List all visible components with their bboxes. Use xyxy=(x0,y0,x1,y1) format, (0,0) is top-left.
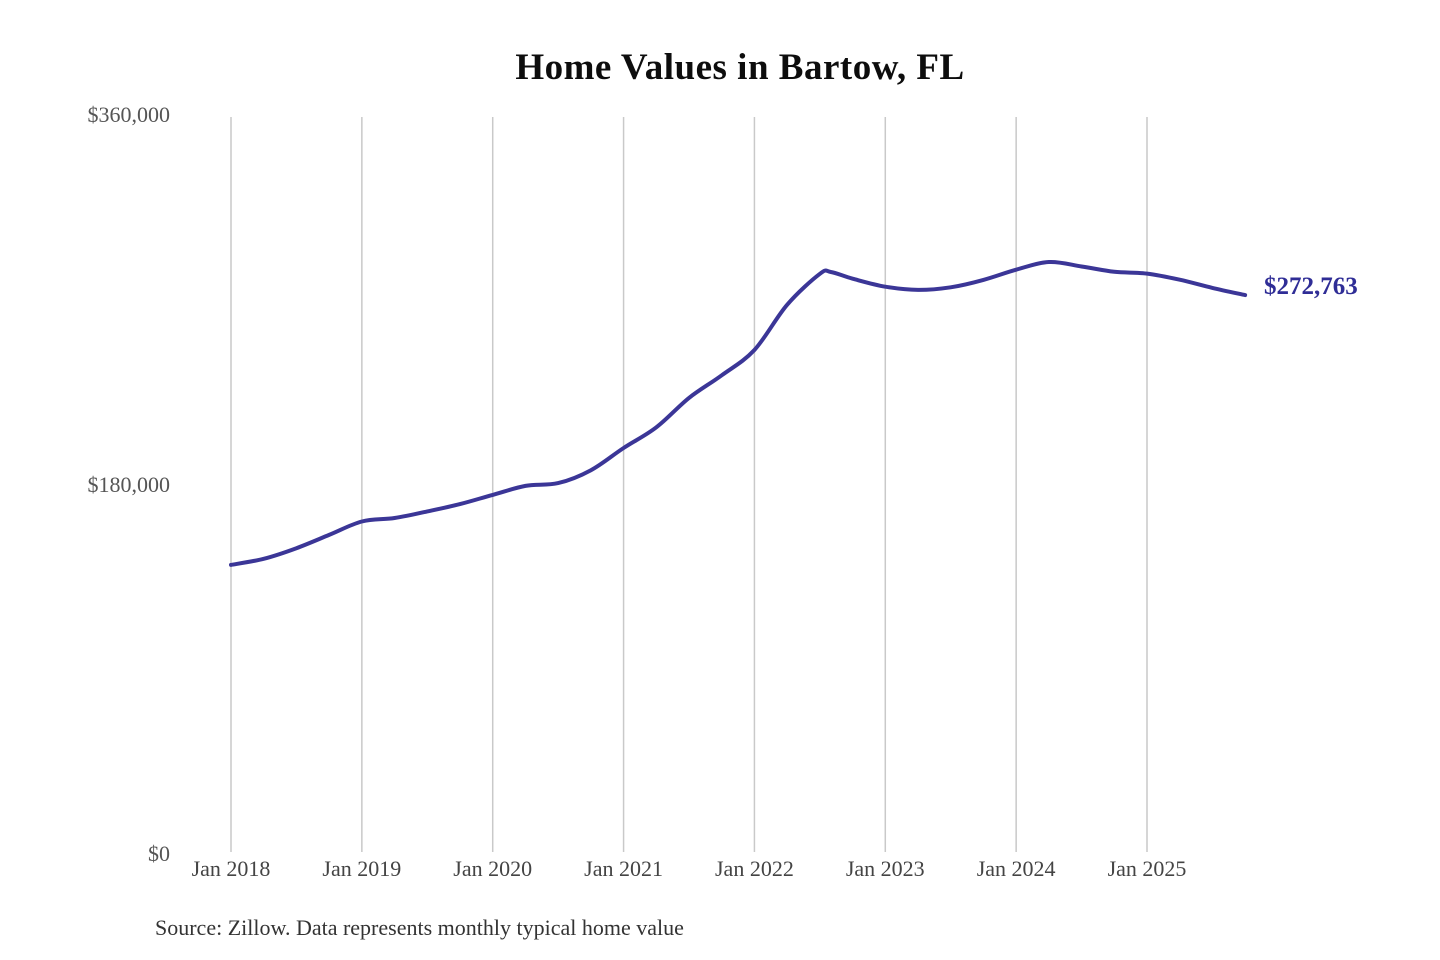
x-axis-label-jan-2020: Jan 2020 xyxy=(453,856,533,881)
x-axis-label-jan-2019: Jan 2019 xyxy=(322,856,402,881)
x-axis-label-jan-2024: Jan 2024 xyxy=(976,856,1056,881)
x-axis-label-jan-2022: Jan 2022 xyxy=(715,856,794,881)
x-axis-label-jan-2018: Jan 2018 xyxy=(191,856,271,881)
x-axis-label-jan-2023: Jan 2023 xyxy=(845,856,925,881)
y-axis-label-180000: $180,000 xyxy=(87,472,171,497)
x-axis-label-jan-2021: Jan 2021 xyxy=(584,856,663,881)
home-value-line xyxy=(229,259,1248,567)
source-note: Source: Zillow. Data represents monthly … xyxy=(155,915,684,940)
chart-title: Home Values in Bartow, FL xyxy=(515,47,965,88)
x-axis-label-jan-2025: Jan 2025 xyxy=(1107,856,1187,881)
y-axis-label-0: $0 xyxy=(148,841,170,866)
current-value-label: $272,763 xyxy=(1264,273,1358,300)
y-axis-label-360000: $360,000 xyxy=(87,102,171,127)
